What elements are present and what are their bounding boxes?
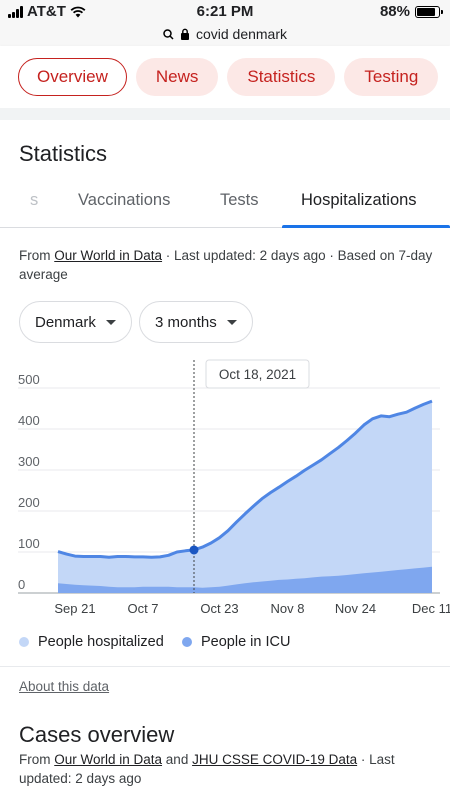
x-tick-label: Dec 11 [412, 601, 450, 616]
wifi-icon [70, 6, 86, 17]
chevron-down-icon [226, 319, 237, 325]
tooltip-date: Oct 18, 2021 [219, 367, 296, 382]
statistics-tabs: s Vaccinations Tests Hospitalizations [0, 180, 450, 228]
search-icon [163, 28, 174, 40]
active-tab-indicator [282, 225, 450, 228]
chip-statistics[interactable]: Statistics [227, 58, 336, 96]
clock: 6:21 PM [196, 3, 254, 20]
x-tick-label: Sep 21 [54, 601, 95, 616]
y-tick-label: 400 [18, 413, 40, 428]
battery-icon [415, 5, 443, 18]
range-select-value: 3 months [155, 313, 217, 331]
legend-hospitalized: People hospitalized [19, 634, 164, 650]
data-source: From Our World in Data · Last updated: 2… [19, 248, 433, 282]
carrier-name: AT&T [27, 3, 66, 20]
country-select-value: Denmark [35, 313, 96, 331]
tab-tests[interactable]: Tests [220, 191, 259, 209]
source-link[interactable]: Our World in Data [54, 248, 163, 263]
cases-source: From Our World in Data and JHU CSSE COVI… [19, 752, 395, 786]
y-tick-label: 300 [18, 454, 40, 469]
divider [0, 666, 450, 667]
legend-label: People hospitalized [38, 634, 164, 650]
hospitalizations-chart[interactable]: 0 100 200 300 400 500 Oct 18, 2021 Sep 21 Oct 7 O… [0, 355, 450, 627]
battery-info: 88% [379, 3, 443, 20]
x-tick-label: Nov 8 [271, 601, 305, 616]
hospitalized-area [58, 401, 432, 593]
range-select[interactable]: 3 months [139, 301, 253, 343]
chip-overview[interactable]: Overview [18, 58, 127, 96]
legend-dot [182, 637, 192, 647]
country-select[interactable]: Denmark [19, 301, 132, 343]
legend-dot [19, 637, 29, 647]
chevron-down-icon [105, 319, 116, 325]
jhu-link[interactable]: JHU CSSE COVID-19 Data [192, 752, 358, 767]
cases-overview-title: Cases overview [19, 722, 175, 747]
tooltip-marker [189, 545, 199, 555]
legend-label: People in ICU [201, 634, 291, 650]
status-bar: AT&T 6:21 PM 88% [0, 0, 450, 22]
tab-s[interactable]: s [30, 191, 39, 209]
y-tick-label: 0 [18, 577, 25, 592]
chip-testing[interactable]: Testing [344, 58, 439, 96]
lock-icon [180, 28, 189, 40]
topic-chips: Overview News Statistics Testing [18, 58, 439, 96]
x-tick-label: Oct 7 [127, 601, 158, 616]
x-tick-label: Oct 23 [200, 601, 238, 616]
tab-vaccinations[interactable]: Vaccinations [78, 191, 171, 209]
x-tick-label: Nov 24 [335, 601, 376, 616]
topic-chips-bar: Overview News Statistics Testing [0, 46, 450, 108]
y-tick-label: 200 [18, 495, 40, 510]
tooltip-box [205, 359, 310, 389]
chip-news[interactable]: News [135, 58, 219, 96]
y-tick-label: 100 [18, 536, 40, 551]
section-title: Statistics [19, 141, 108, 166]
section-separator [0, 108, 450, 120]
y-tick-label: 500 [18, 372, 40, 387]
address-bar[interactable]: covid denmark [0, 22, 450, 46]
url-text[interactable]: covid denmark [195, 26, 288, 42]
hospitalized-line [57, 399, 433, 559]
about-data-link[interactable]: About this data [19, 679, 110, 694]
carrier-info: AT&T [8, 3, 86, 20]
battery-percent: 88% [379, 3, 410, 20]
icu-area [58, 566, 432, 593]
tab-hospitalizations[interactable]: Hospitalizations [301, 191, 417, 209]
legend-icu: People in ICU [182, 634, 290, 650]
signal-icon [8, 5, 23, 18]
owid-link[interactable]: Our World in Data [54, 752, 163, 767]
